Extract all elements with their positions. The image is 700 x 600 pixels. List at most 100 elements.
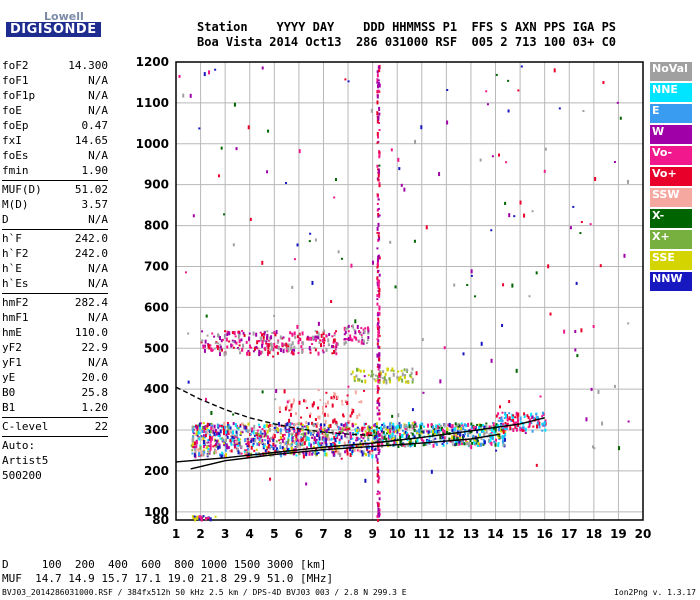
scatter-point [544,147,547,151]
scatter-point [376,164,379,168]
param-row: D N/A [2,212,108,227]
scatter-point [218,348,221,353]
scatter-point [426,430,429,433]
scatter-point [219,437,222,440]
scatter-point [441,442,444,445]
scatter-point [443,346,446,350]
scatter-point [360,450,363,454]
scatter-point [443,423,446,428]
scatter-point [483,432,486,437]
scatter-point [337,250,340,254]
scatter-point [200,422,203,425]
scatter-point [192,432,195,435]
param-key: M(D) [2,198,29,211]
x-tick-label: 18 [585,527,602,541]
scatter-point [377,207,380,210]
scatter-point [367,332,370,335]
scatter-point [238,331,241,336]
scatter-point [349,414,352,418]
scatter-point [290,347,293,351]
scatter-point [213,347,216,350]
scatter-point [334,432,337,436]
scatter-point [245,449,248,452]
scatter-point [418,434,421,438]
scatter-point [491,155,494,158]
scatter-point [358,329,361,333]
scatter-point [343,425,346,429]
scatter-point [278,406,281,411]
scatter-point [320,444,323,447]
scatter-point [340,257,343,260]
scatter-point [258,439,261,444]
legend-item: W [650,125,692,144]
scatter-point [259,350,262,355]
scatter-point [367,435,370,438]
param-key: yF2 [2,341,22,354]
scatter-point [328,332,331,336]
scatter-point [389,240,392,244]
scatter-point [435,424,438,428]
param-value: 14.300 [68,59,108,72]
scatter-point [291,285,294,289]
scatter-point [400,369,403,372]
scatter-point [345,428,348,431]
scatter-point [292,432,295,435]
scatter-point [411,367,414,371]
scatter-point [309,414,312,418]
scatter-point [376,365,379,368]
scatter-point [267,444,270,449]
scatter-point [531,210,534,213]
scatter-point [376,514,379,518]
scatter-point [410,431,413,434]
scatter-point [283,437,286,441]
scatter-point [464,431,467,436]
scatter-point [522,426,525,430]
scatter-point [325,405,328,408]
scatter-point [203,348,206,353]
param-value: N/A [88,89,108,102]
scatter-point [350,434,353,439]
scatter-point [376,490,379,493]
scatter-point [376,327,379,331]
scatter-point [287,349,290,353]
param-row: C-level 22 [2,419,108,434]
scatter-point [376,263,379,266]
scatter-point [580,328,583,333]
scatter-point [482,424,485,427]
scatter-point [297,439,300,443]
scatter-point [285,442,288,445]
scatter-point [377,379,380,382]
scatter-point [266,448,269,451]
scatter-point [360,435,363,439]
scatter-point [238,442,241,445]
param-value: 110.0 [74,326,108,339]
scatter-point [265,342,268,345]
scatter-point [355,374,358,378]
scatter-point [409,374,412,378]
scatter-point [301,427,304,432]
scatter-point [220,454,223,458]
scatter-point [198,425,201,430]
scatter-point [268,446,271,450]
scatter-point [274,346,277,349]
param-value: 22 [94,420,108,433]
scatter-point [298,443,301,447]
scatter-point [490,432,493,435]
scatter-point [362,339,365,343]
scatter-point [414,139,417,144]
scatter-point [195,424,198,428]
scatter-point [362,437,365,440]
scatter-point [381,436,384,440]
scatter-point [293,331,296,336]
scatter-point [490,441,493,446]
scatter-point [535,413,538,416]
scatter-point [376,457,379,462]
scatter-point [389,422,392,426]
scatter-point [289,331,292,335]
scatter-point [415,438,418,441]
scatter-point [257,423,260,426]
scatter-point [291,332,294,335]
scatter-point [291,402,294,405]
scatter-point [376,479,379,482]
scatter-point [377,451,380,455]
